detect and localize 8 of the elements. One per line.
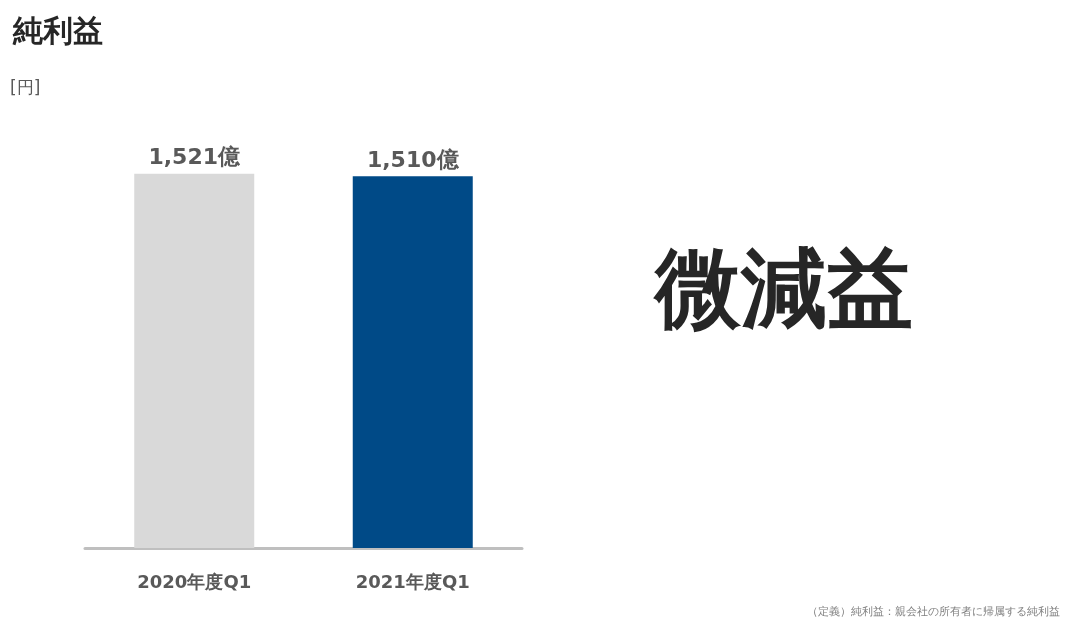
chart-title: 純利益 [12,12,103,48]
x-tick-label: 2020年度Q1 [137,570,252,592]
text: 微減益 [653,238,913,338]
text: （定義）純利益：親会社の所有者に帰属する純利益 [807,605,1060,618]
data-label: 1,510億 [366,146,460,172]
data-label: 1,521億 [148,144,242,170]
text: [円] [10,76,41,97]
x-tick-label: 2021年度Q1 [355,570,470,592]
